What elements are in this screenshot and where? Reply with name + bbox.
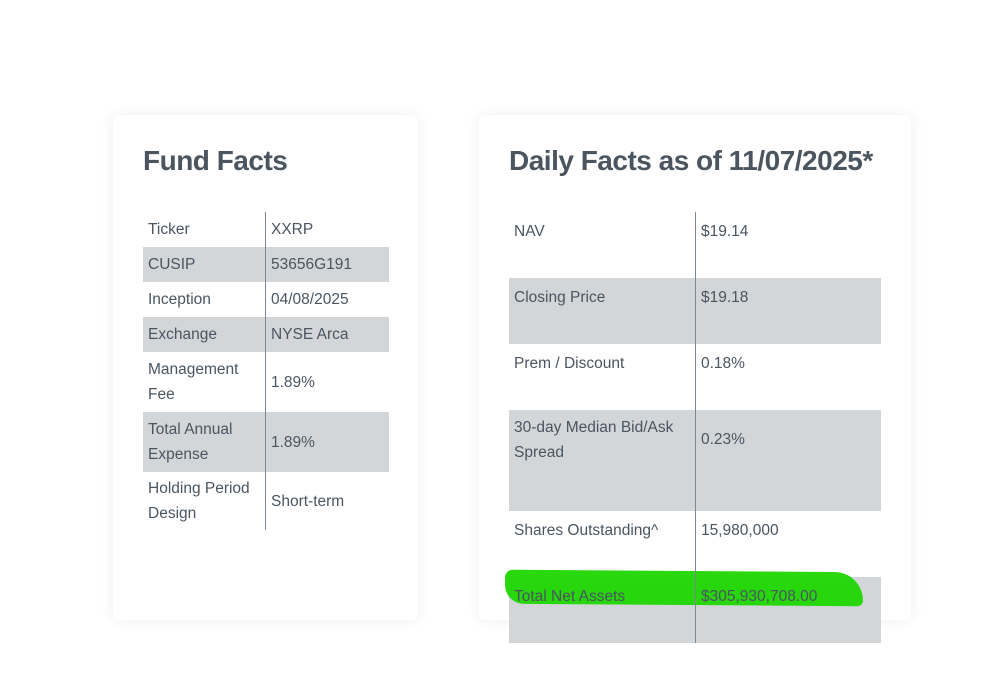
table-row: NAV $19.14: [509, 212, 881, 278]
table-row: Management Fee 1.89%: [143, 352, 389, 412]
row-label-text: Total Net Assets: [514, 588, 626, 605]
row-label: Inception: [143, 282, 266, 317]
row-value: 53656G191: [265, 247, 389, 282]
row-label: Shares Outstanding^: [509, 511, 696, 577]
row-value-text: $305,930,708.00: [701, 588, 818, 605]
row-label: Total Annual Expense: [143, 412, 266, 472]
table-row: Holding Period Design Short-term: [143, 472, 389, 530]
table-row: Ticker XXRP: [143, 212, 389, 247]
row-value: $305,930,708.00: [696, 577, 882, 643]
row-label: Prem / Discount: [509, 344, 696, 410]
table-row: 30-day Median Bid/Ask Spread 0.23%: [509, 410, 881, 511]
row-label: 30-day Median Bid/Ask Spread: [509, 410, 696, 511]
row-value: NYSE Arca: [265, 317, 389, 352]
row-label: Total Net Assets: [509, 577, 696, 643]
row-value: 1.89%: [271, 373, 315, 391]
row-label: Holding Period Design: [143, 472, 266, 530]
row-label: Management Fee: [143, 352, 266, 412]
row-label: Ticker: [143, 212, 266, 247]
row-value: 04/08/2025: [271, 291, 349, 308]
table-row: CUSIP 53656G191: [143, 247, 389, 282]
row-value: Short-term: [271, 492, 345, 510]
row-value: 1.89%: [265, 412, 389, 472]
row-value: 0.23%: [695, 410, 881, 511]
row-value: XXRP: [271, 221, 314, 238]
row-label: CUSIP: [143, 247, 266, 282]
table-row: Total Annual Expense 1.89%: [143, 412, 389, 472]
row-label: Exchange: [143, 317, 266, 352]
daily-facts-table: NAV $19.14 Closing Price $19.18 Prem / D…: [509, 212, 881, 643]
table-row-highlighted: Total Net Assets $305,930,708.00: [509, 577, 881, 643]
fund-facts-table: Ticker XXRP CUSIP 53656G191 Inception 04…: [143, 212, 389, 530]
fund-facts-card: Fund Facts Ticker XXRP CUSIP 53656G191 I…: [113, 115, 418, 620]
table-row: Prem / Discount 0.18%: [509, 344, 881, 410]
row-label: Closing Price: [509, 278, 696, 344]
row-value: 15,980,000: [701, 522, 779, 539]
table-row: Exchange NYSE Arca: [143, 317, 389, 352]
daily-facts-title: Daily Facts as of 11/07/2025*: [509, 145, 873, 176]
table-row: Inception 04/08/2025: [143, 282, 389, 317]
row-value: $19.18: [695, 278, 881, 344]
daily-facts-card: Daily Facts as of 11/07/2025* NAV $19.14…: [479, 115, 911, 643]
table-row: Closing Price $19.18: [509, 278, 881, 344]
table-row: Shares Outstanding^ 15,980,000: [509, 511, 881, 577]
fund-facts-title: Fund Facts: [143, 145, 288, 176]
row-value: $19.14: [701, 223, 749, 240]
row-value: 0.18%: [701, 355, 745, 372]
row-label: NAV: [509, 212, 696, 278]
